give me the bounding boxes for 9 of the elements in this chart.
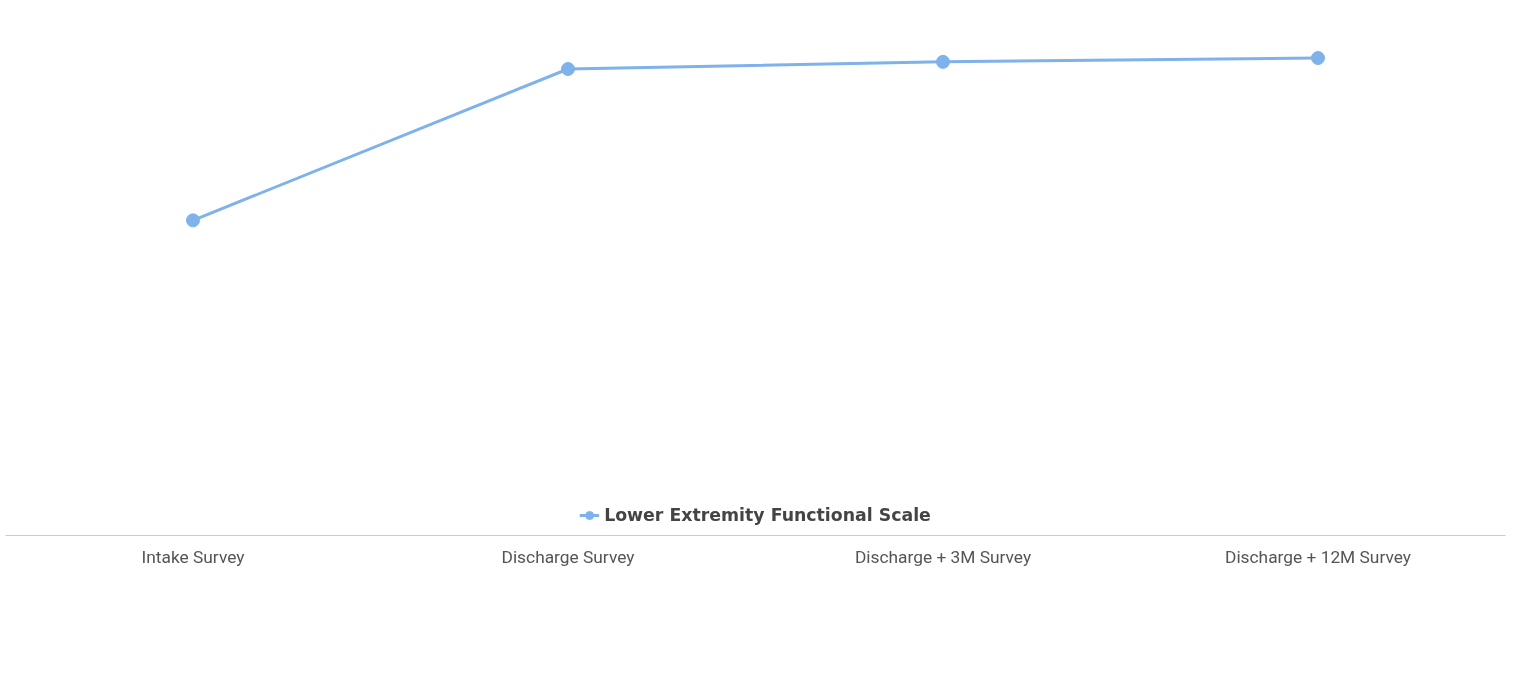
point	[186, 213, 200, 228]
x-tick-label: Intake Survey	[141, 546, 245, 567]
point	[1311, 51, 1325, 66]
legend-label: Lower Extremity Functional Scale	[604, 505, 931, 525]
point	[936, 54, 950, 69]
x-tick-label: Discharge + 3M Survey	[854, 546, 1032, 567]
point	[561, 62, 575, 76]
x-tick-label: Discharge + 12M Survey	[1225, 546, 1411, 567]
x-tick-label: Discharge Survey	[501, 546, 635, 567]
